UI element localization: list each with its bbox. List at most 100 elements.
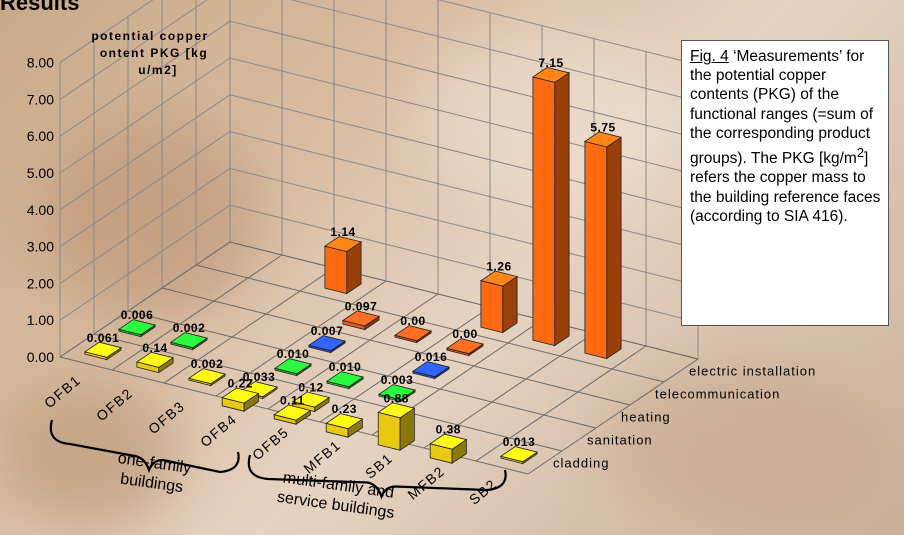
bar-telecommunication-OFB5-top	[325, 371, 365, 388]
y-tick-label-8.00: 8.00	[27, 55, 54, 71]
data-label-bar-telecommunication-OFB1: 0.006	[121, 308, 154, 322]
brace-multi-family	[247, 454, 507, 500]
depth-label-heating: heating	[621, 410, 671, 425]
bar-telecommunication-OFB1-top	[117, 319, 157, 336]
data-label-bar-electric-installation-OFB5: 0.12	[298, 381, 323, 395]
data-label-bar-sanitation-OFB4: 0.097	[345, 299, 378, 313]
data-label-bar-telecommunication-OFB2: 0.002	[173, 321, 206, 335]
bar-electric-installation-OFB3-top	[187, 368, 227, 385]
data-label-bar-electric-installation-MFB2: 0.38	[436, 423, 461, 437]
data-label-bar-cladding-MFB1: 1.26	[486, 260, 511, 274]
data-label-bar-electric-installation-SB2: 0.013	[503, 435, 536, 449]
bar-sanitation-OFB4-top	[341, 310, 381, 327]
bar-electric-installation-SB1-front	[377, 411, 401, 451]
floor-gridline-x	[527, 358, 699, 475]
depth-label-electric-installation: electric installation	[689, 364, 816, 379]
y-tick-label-0.00: 0.00	[27, 349, 54, 365]
category-label-OFB2: OFB2	[93, 385, 136, 425]
caption-sup: 2	[856, 145, 865, 161]
bar-electric-installation-OFB4-top	[221, 387, 260, 404]
bar-electric-installation-OFB5-top	[291, 391, 331, 408]
caption-figref: Fig. 4	[690, 48, 729, 65]
bar-electric-installation-OFB5-top	[273, 404, 312, 421]
bar-electric-installation-MFB1-top	[325, 413, 364, 430]
data-label-bar-electric-installation-OFB1: 0.061	[87, 331, 120, 345]
data-label-bar-telecommunication-OFB4: 0.010	[277, 347, 310, 361]
y-tick-label-4.00: 4.00	[27, 202, 54, 218]
bar-cladding-OFB3-top	[323, 236, 363, 253]
data-label-bar-sanitation-OFB5: 0.00	[400, 314, 425, 328]
bar-cladding-MFB2-side	[606, 136, 622, 360]
floor-gridline-x	[475, 345, 647, 462]
y-axis-label-line-1: potential copper	[91, 29, 208, 43]
category-label-OFB4: OFB4	[197, 411, 240, 451]
bar-cladding-OFB3-front	[324, 245, 348, 295]
y-axis-label-line-3: u/m2]	[138, 63, 178, 77]
bar-cladding-MFB1-top	[479, 270, 519, 287]
floor-gridline-x	[59, 241, 231, 358]
floor-gridline-z	[161, 287, 631, 406]
data-label-bar-electric-installation-OFB5: 0.11	[280, 394, 305, 408]
category-label-SB2: SB2	[466, 476, 500, 508]
data-label-bar-cladding-OFB3: 1.14	[330, 225, 355, 239]
data-label-bar-telecommunication-OFB5: 0.010	[329, 360, 362, 374]
bar-cladding-SB1-side	[554, 72, 570, 347]
data-label-bar-cladding-MFB2: 5.75	[590, 120, 615, 134]
data-label-bar-heating-OFB4: 0.007	[311, 324, 344, 338]
bar-cladding-SB1-front	[532, 76, 556, 347]
data-label-bar-electric-installation-OFB4: 0.033	[243, 370, 276, 384]
bar-electric-installation-SB2-top	[499, 446, 539, 463]
bar-electric-installation-OFB1-top	[83, 341, 123, 358]
gridline-y-8.00	[59, 0, 699, 66]
data-label-bar-heating-MFB1: 0.016	[415, 350, 448, 364]
caption-text-2: ] refers the copper mass to the building…	[690, 150, 881, 225]
depth-label-telecommunication: telecommunication	[655, 387, 780, 402]
data-label-bar-sanitation-MFB1: 0.00	[452, 327, 477, 341]
floor-gridline-z	[127, 310, 597, 429]
bar-telecommunication-OFB4-top	[273, 358, 313, 375]
floor-gridline-x	[267, 293, 439, 410]
brace-one-family	[49, 419, 240, 474]
caption-text-1: ‘Measurements’ for the potential copper …	[690, 48, 874, 168]
category-label-OFB1: OFB1	[41, 372, 84, 412]
floor-gridline-x	[423, 332, 595, 449]
y-tick-label-2.00: 2.00	[27, 275, 54, 291]
bar-electric-installation-OFB2-top	[135, 351, 175, 368]
bar-telecommunication-MFB1-top	[377, 384, 417, 401]
floor-gridline-z	[195, 264, 665, 383]
y-tick-label-6.00: 6.00	[27, 128, 54, 144]
bar-heating-MFB1-top	[411, 361, 451, 378]
bar-cladding-MFB2-front	[584, 140, 608, 360]
y-tick-label-1.00: 1.00	[27, 312, 54, 328]
data-label-bar-electric-installation-OFB3: 0.002	[191, 357, 224, 371]
bar-cladding-SB1-top	[531, 66, 571, 83]
bar-heating-OFB4-top	[307, 335, 347, 352]
bar-cladding-MFB1-front	[480, 280, 504, 334]
bar-electric-installation-MFB2-top	[429, 433, 468, 450]
category-label-OFB5: OFB5	[249, 424, 292, 464]
y-tick-label-7.00: 7.00	[27, 91, 54, 107]
bar-telecommunication-OFB2-top	[169, 332, 209, 349]
category-label-OFB3: OFB3	[145, 398, 188, 438]
y-tick-label-5.00: 5.00	[27, 165, 54, 181]
data-label-bar-telecommunication-MFB1: 0.003	[381, 373, 414, 387]
figure-caption: Fig. 4 ‘Measurements’ for the potential …	[681, 40, 889, 326]
data-label-bar-electric-installation-MFB1: 0.23	[332, 402, 357, 416]
y-axis-label-line-2: ontent PKG [kg	[100, 46, 208, 60]
category-label-SB1: SB1	[362, 450, 396, 482]
floor-gridline-x	[319, 306, 491, 423]
bar-electric-installation-SB1-top	[377, 402, 416, 419]
depth-label-cladding: cladding	[553, 456, 609, 471]
bar-sanitation-OFB5-top	[393, 325, 433, 342]
data-label-bar-electric-installation-OFB2: 0.14	[142, 341, 167, 355]
floor-gridline-x	[111, 254, 283, 371]
data-label-bar-electric-installation-OFB4: 0.22	[228, 377, 253, 391]
page-title: Results	[0, 0, 80, 15]
bar-cladding-MFB2-top	[583, 131, 623, 148]
y-tick-label-3.00: 3.00	[27, 239, 54, 255]
floor-gridline-x	[215, 280, 387, 397]
floor-gridline-z	[93, 333, 563, 452]
floor-gridline-x	[163, 267, 335, 384]
depth-label-sanitation: sanitation	[587, 433, 653, 448]
